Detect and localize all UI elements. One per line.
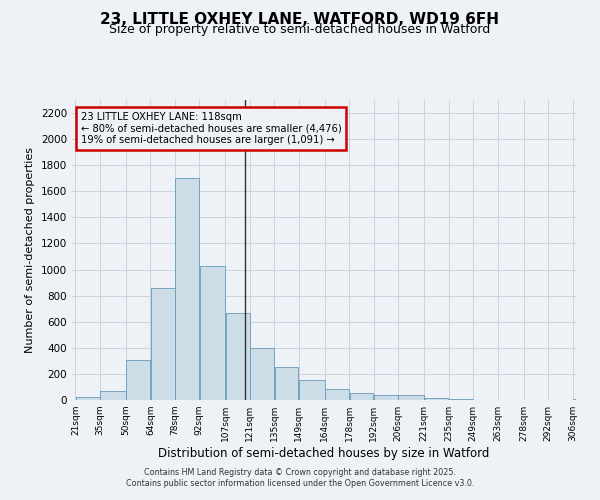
Bar bbox=[325, 389, 349, 400]
Bar bbox=[100, 391, 126, 400]
Text: Size of property relative to semi-detached houses in Watford: Size of property relative to semi-detach… bbox=[109, 24, 491, 36]
Bar bbox=[425, 398, 448, 400]
Bar bbox=[76, 398, 100, 400]
X-axis label: Distribution of semi-detached houses by size in Watford: Distribution of semi-detached houses by … bbox=[158, 447, 490, 460]
Text: Contains HM Land Registry data © Crown copyright and database right 2025.
Contai: Contains HM Land Registry data © Crown c… bbox=[126, 468, 474, 487]
Bar bbox=[200, 266, 225, 400]
Bar bbox=[275, 368, 298, 400]
Bar bbox=[573, 398, 596, 400]
Bar bbox=[151, 288, 175, 400]
Bar bbox=[350, 394, 373, 400]
Bar bbox=[127, 360, 150, 400]
Bar bbox=[398, 396, 424, 400]
Bar bbox=[299, 380, 325, 400]
Bar bbox=[250, 348, 274, 400]
Bar bbox=[175, 178, 199, 400]
Bar bbox=[374, 395, 398, 400]
Bar bbox=[226, 312, 250, 400]
Text: 23, LITTLE OXHEY LANE, WATFORD, WD19 6FH: 23, LITTLE OXHEY LANE, WATFORD, WD19 6FH bbox=[101, 12, 499, 28]
Y-axis label: Number of semi-detached properties: Number of semi-detached properties bbox=[25, 147, 35, 353]
Text: 23 LITTLE OXHEY LANE: 118sqm
← 80% of semi-detached houses are smaller (4,476)
1: 23 LITTLE OXHEY LANE: 118sqm ← 80% of se… bbox=[81, 112, 341, 145]
